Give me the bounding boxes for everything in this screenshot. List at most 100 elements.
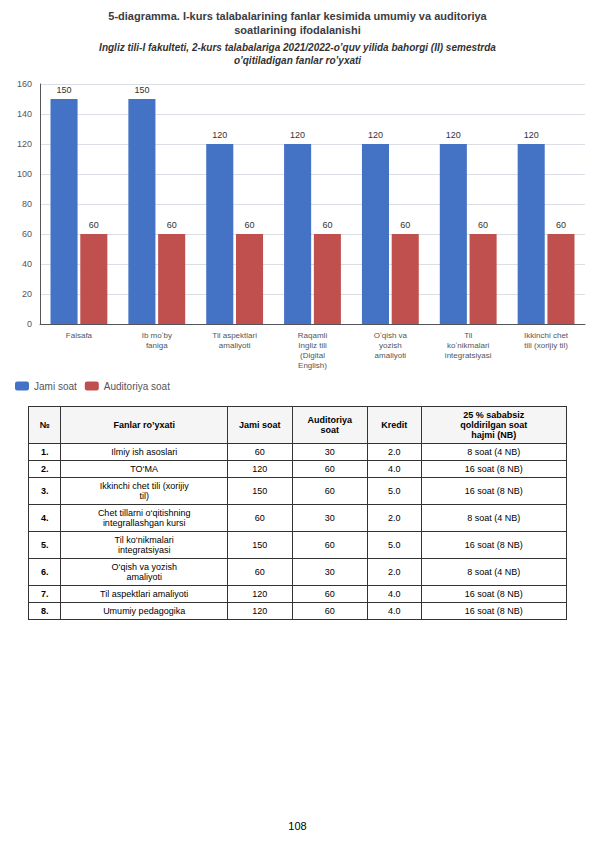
svg-text:0: 0 (27, 319, 32, 329)
svg-text:yozish: yozish (379, 341, 402, 350)
html-text:Fanlar ro’yxati: Fanlar ro’yxati (113, 420, 175, 430)
svg-text:40: 40 (22, 259, 32, 269)
svg-text:Til aspektlari: Til aspektlari (212, 331, 257, 340)
html-text:5.: 5. (40, 540, 49, 550)
svg-text:5-diagramma. I-kurs talabalari: 5-diagramma. I-kurs talabalarining fanla… (108, 10, 487, 22)
html-text:Ilmiy ish asoslari: Ilmiy ish asoslari (111, 447, 178, 457)
html-text:108: 108 (288, 820, 307, 832)
html-text:60: 60 (324, 464, 335, 474)
html-text:Umumiy pedagogika: Umumiy pedagogika (103, 606, 186, 616)
html-text:Chet tillarni o‘qitishning int: Chet tillarni o‘qitishning integrallashg… (97, 508, 191, 528)
html-text:16 soat (8 NB): 16 soat (8 NB) (464, 464, 523, 474)
html-text:Auditoriya soat: Auditoriya soat (307, 415, 352, 435)
svg-text:60: 60 (245, 220, 255, 230)
svg-text:120: 120 (368, 130, 383, 140)
svg-text:Auditoriya soat: Auditoriya soat (104, 381, 170, 392)
html-text:TO‘MA: TO‘MA (130, 464, 159, 474)
svg-text:soatlarining ifodalanishi: soatlarining ifodalanishi (234, 24, 361, 36)
svg-text:Oʻqish va: Oʻqish va (374, 331, 408, 340)
html-text:4.: 4. (40, 513, 49, 523)
html-text:1.: 1. (40, 447, 49, 457)
html-text:60: 60 (254, 513, 265, 523)
svg-text:koʻnikmalari: koʻnikmalari (447, 341, 489, 350)
html-text:60: 60 (324, 606, 335, 616)
svg-text:Ingliz tili-I fakulteti, 2-kur: Ingliz tili-I fakulteti, 2-kurs talabala… (99, 42, 496, 53)
html-text:Ikkinchi chet tili (xorijiy ti: Ikkinchi chet tili (xorijiy til) (99, 481, 189, 501)
svg-text:Til: Til (464, 331, 472, 340)
svg-text:120: 120 (17, 139, 32, 149)
html-text:Jami soat: Jami soat (239, 420, 281, 430)
svg-text:(Digital: (Digital (300, 351, 325, 360)
html-text:120: 120 (252, 589, 268, 599)
html-text:2.0: 2.0 (388, 567, 401, 577)
svg-text:Raqamli: Raqamli (298, 331, 328, 340)
html-text:8 soat (4 NB): 8 soat (4 NB) (467, 447, 521, 457)
html-text:30: 30 (324, 567, 335, 577)
html-text:2.: 2. (40, 464, 49, 474)
html-text:150: 150 (252, 486, 268, 496)
svg-text:tili (xorijiy til): tili (xorijiy til) (524, 341, 568, 350)
html-text:8 soat (4 NB): 8 soat (4 NB) (467, 513, 521, 523)
html-text:60: 60 (324, 589, 335, 599)
svg-text:faniga: faniga (146, 341, 168, 350)
svg-text:Jami soat: Jami soat (34, 381, 77, 392)
svg-text:Ib moʻby: Ib moʻby (142, 331, 172, 340)
html-text:120: 120 (252, 606, 268, 616)
svg-text:150: 150 (57, 85, 72, 95)
svg-text:Ikkinchi chet: Ikkinchi chet (524, 331, 569, 340)
html-text:60: 60 (324, 540, 335, 550)
html-text:6.: 6. (40, 567, 49, 577)
html-text:60: 60 (254, 567, 265, 577)
svg-text:80: 80 (22, 199, 32, 209)
svg-text:160: 160 (17, 79, 32, 89)
html-text:5.0: 5.0 (388, 486, 401, 496)
html-text:7.: 7. (40, 589, 49, 599)
html-text:8 soat (4 NB): 8 soat (4 NB) (467, 567, 521, 577)
svg-text:60: 60 (22, 229, 32, 239)
html-text:120: 120 (252, 464, 268, 474)
svg-text:120: 120 (212, 130, 227, 140)
svg-text:60: 60 (478, 220, 488, 230)
html-text:Til aspektlari amaliyoti: Til aspektlari amaliyoti (100, 589, 189, 599)
svg-text:150: 150 (134, 85, 149, 95)
svg-text:60: 60 (400, 220, 410, 230)
svg-text:integratsiyasi: integratsiyasi (445, 351, 492, 360)
svg-text:120: 120 (290, 130, 305, 140)
svg-text:140: 140 (17, 109, 32, 119)
svg-text:Ingliz tili: Ingliz tili (298, 341, 327, 350)
html-text:25 % sababsiz qoldirilgan soat: 25 % sababsiz qoldirilgan soat hajmi (NB… (460, 410, 528, 440)
html-text:16 soat (8 NB): 16 soat (8 NB) (464, 486, 523, 496)
html-text:16 soat (8 NB): 16 soat (8 NB) (464, 606, 523, 616)
svg-text:60: 60 (556, 220, 566, 230)
html-text:Kredit: Kredit (381, 420, 408, 430)
html-text:O‘qish va yozish amaliyoti: O‘qish va yozish amaliyoti (111, 562, 177, 582)
svg-text:English): English) (298, 361, 327, 370)
html-text:30: 30 (324, 513, 335, 523)
svg-text:Falsafa: Falsafa (66, 331, 93, 340)
html-text:2.0: 2.0 (388, 513, 401, 523)
html-text:5.0: 5.0 (388, 540, 401, 550)
svg-text:20: 20 (22, 289, 32, 299)
html-text:16 soat (8 NB): 16 soat (8 NB) (464, 540, 523, 550)
svg-text:o’qitiladigan fanlar ro’yxati: o’qitiladigan fanlar ro’yxati (234, 55, 361, 66)
svg-text:120: 120 (446, 130, 461, 140)
svg-text:amaliyoti: amaliyoti (219, 341, 251, 350)
html-text:8.: 8. (40, 606, 49, 616)
svg-text:60: 60 (322, 220, 332, 230)
html-text:4.0: 4.0 (388, 464, 401, 474)
html-text:60: 60 (324, 486, 335, 496)
html-text:4.0: 4.0 (388, 589, 401, 599)
html-text:3.: 3. (40, 486, 49, 496)
svg-text:100: 100 (17, 169, 32, 179)
svg-text:60: 60 (89, 220, 99, 230)
html-text:16 soat (8 NB): 16 soat (8 NB) (464, 589, 523, 599)
html-text:4.0: 4.0 (388, 606, 401, 616)
html-text:30: 30 (324, 447, 335, 457)
svg-text:60: 60 (167, 220, 177, 230)
svg-text:amaliyoti: amaliyoti (375, 351, 407, 360)
html-text:Til ko‘nikmalari integratsiyas: Til ko‘nikmalari integratsiyasi (114, 535, 174, 555)
svg-text:120: 120 (524, 130, 539, 140)
html-text:2.0: 2.0 (388, 447, 401, 457)
html-text:60: 60 (254, 447, 265, 457)
html-text:150: 150 (252, 540, 268, 550)
